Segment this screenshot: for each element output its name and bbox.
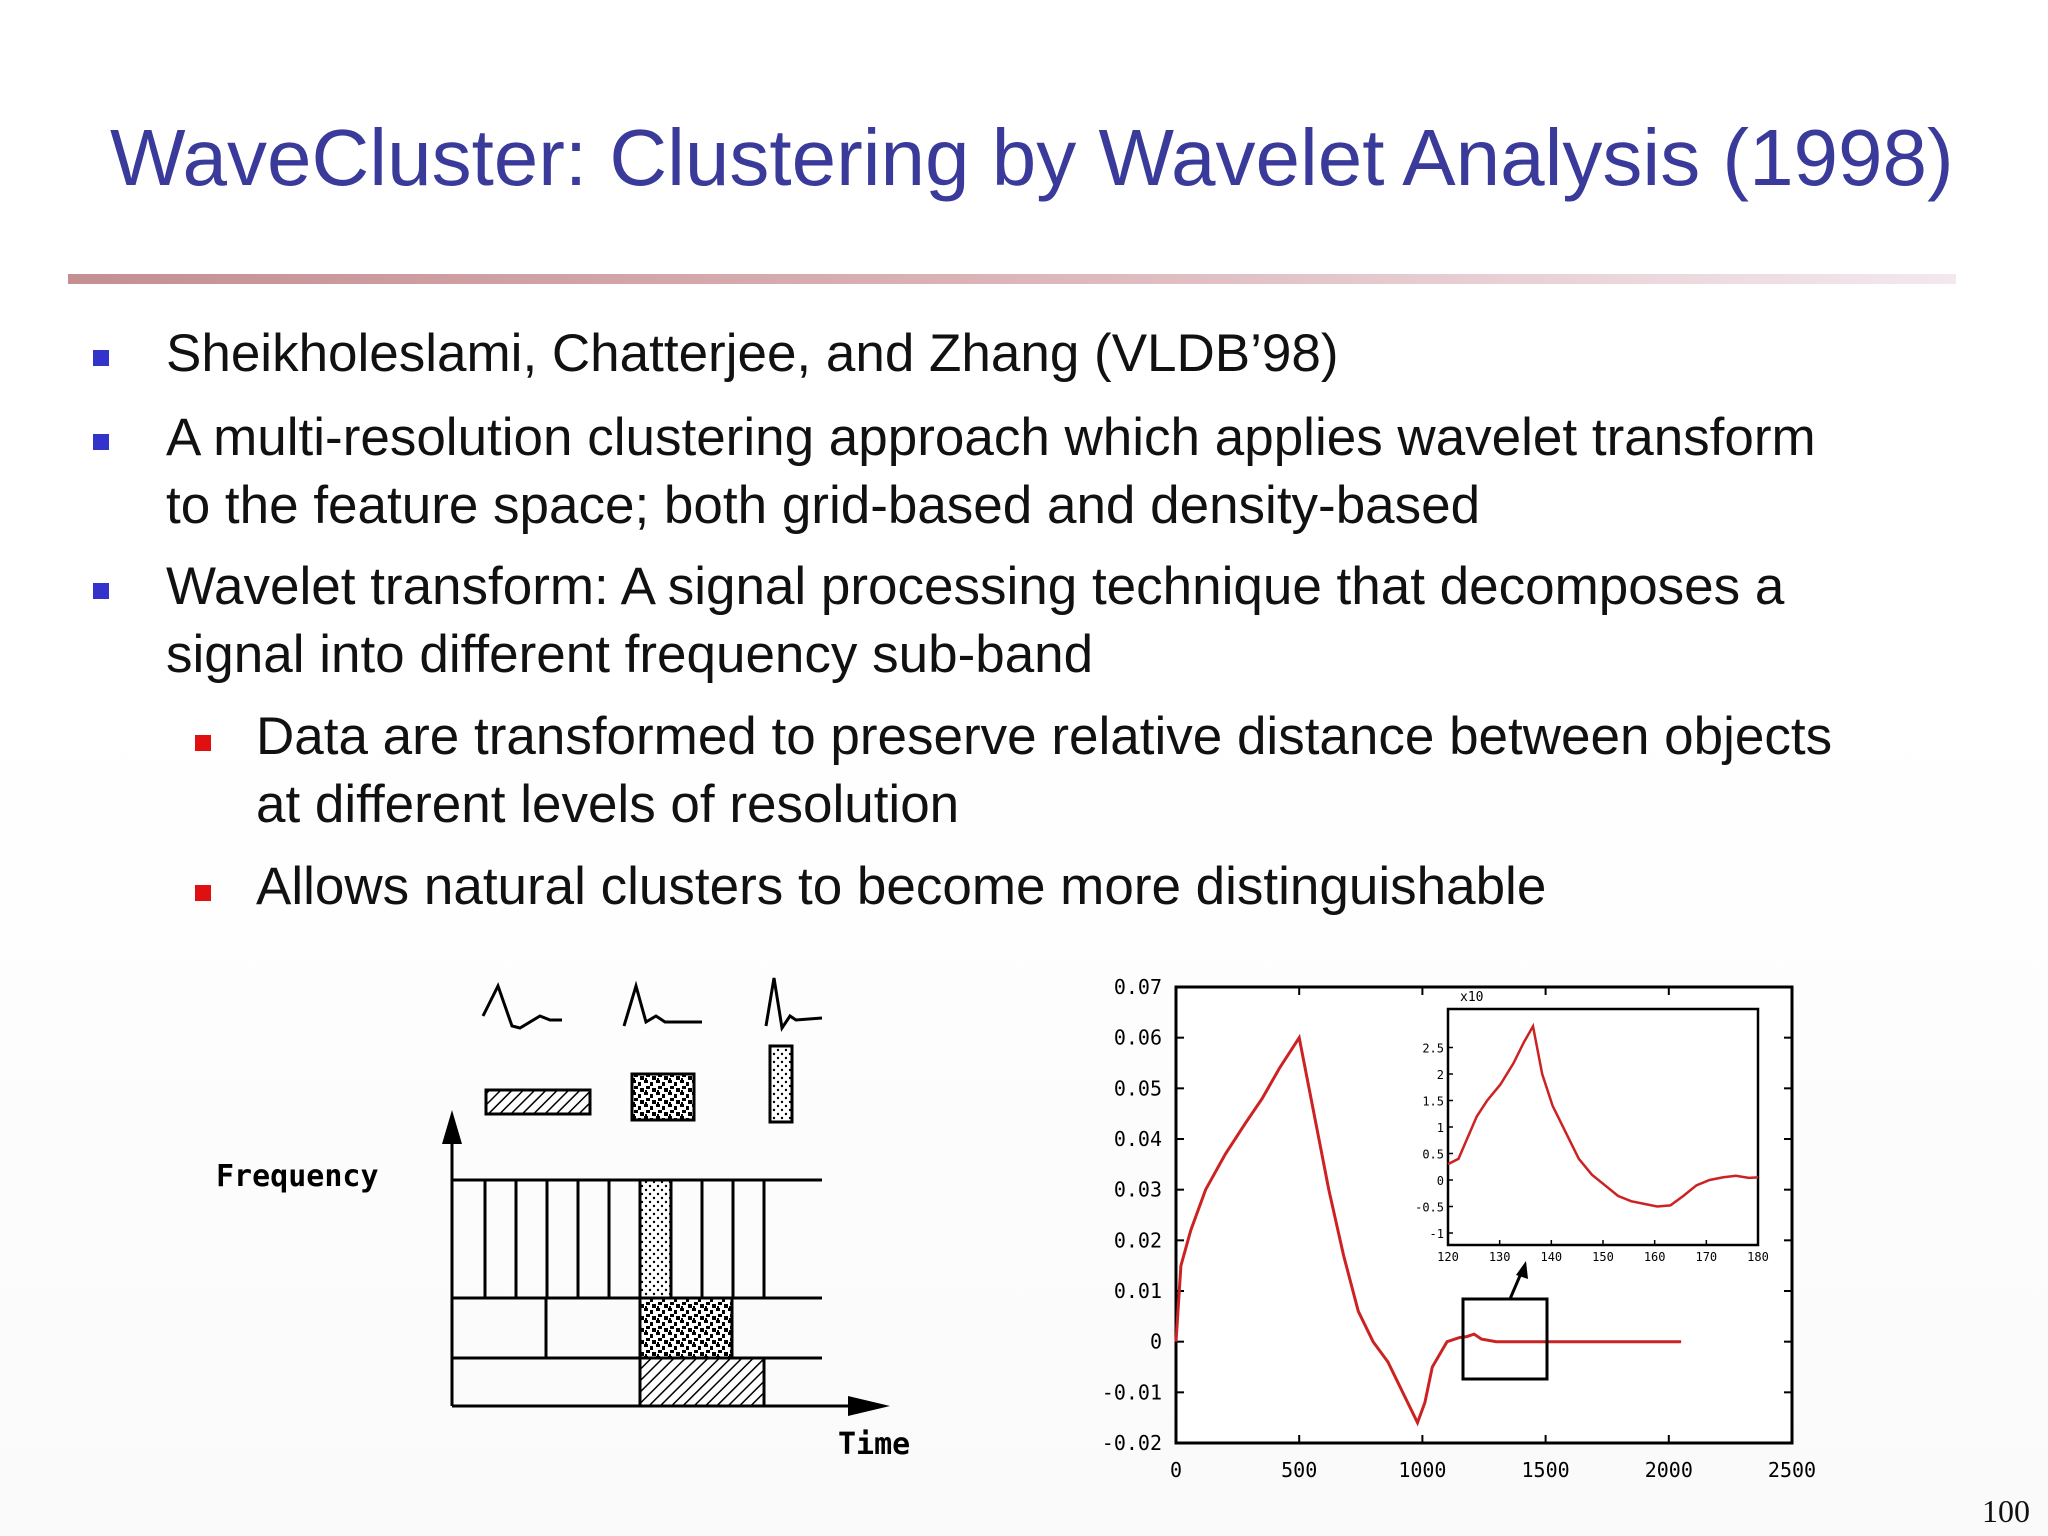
inset-frame <box>1446 1007 1760 1247</box>
slide-title: WaveCluster: Clustering by Wavelet Analy… <box>110 113 1954 202</box>
time-frequency-diagram: Frequency Time <box>216 977 910 1462</box>
bullet-3-line-2: signal into different frequency sub-band <box>166 625 1094 684</box>
sub-bullet-marker <box>195 735 211 751</box>
bullet-marker <box>93 583 109 599</box>
bullet-3: Wavelet transform: A signal processing t… <box>166 553 1784 689</box>
inset-y-tick-label: 1 <box>1437 1121 1444 1135</box>
tile-dotted <box>768 1044 794 1124</box>
bullet-1: Sheikholeslami, Chatterjee, and Zhang (V… <box>166 320 1339 388</box>
time-axis-arrow <box>848 1396 890 1416</box>
grid-cell-blobbed <box>638 1296 734 1360</box>
x-tick-label: 0 <box>1170 1458 1182 1482</box>
inset-x-tick-label: 180 <box>1747 1250 1769 1264</box>
sub-bullet-1-line-1: Data are transformed to preserve relativ… <box>256 707 1833 766</box>
bullet-2: A multi-resolution clustering approach w… <box>166 404 1816 540</box>
y-tick-label: 0 <box>1150 1330 1162 1354</box>
wavelet-narrow-shape <box>764 977 823 1033</box>
y-tick-label: 0.01 <box>1114 1279 1162 1303</box>
inset-y-tick-label: -1 <box>1430 1227 1444 1241</box>
sub-bullet-2-line-1: Allows natural clusters to become more d… <box>256 857 1547 916</box>
frequency-axis-arrow <box>442 1110 462 1144</box>
inset-y-tick-label: 0.5 <box>1422 1148 1444 1162</box>
frequency-label: Frequency <box>216 1159 379 1194</box>
x-tick-label: 2500 <box>1768 1458 1816 1482</box>
x-tick-label: 1500 <box>1522 1458 1570 1482</box>
sub-bullet-marker <box>195 885 211 901</box>
sub-bullet-2: Allows natural clusters to become more d… <box>256 853 1546 921</box>
y-tick-label: -0.01 <box>1102 1380 1162 1404</box>
bullet-marker <box>93 434 109 450</box>
y-tick-label: 0.02 <box>1114 1228 1162 1252</box>
inset-exponent-label: x10 <box>1460 990 1483 1005</box>
x-tick-label: 2000 <box>1645 1458 1693 1482</box>
y-tick-label: 0.04 <box>1114 1127 1162 1151</box>
inset-x-tick-label: 170 <box>1695 1250 1717 1264</box>
bullet-1-line-1: Sheikholeslami, Chatterjee, and Zhang (V… <box>166 324 1339 383</box>
wavelet-wide-shape <box>481 982 562 1030</box>
top-row-dividers <box>483 1180 766 1298</box>
time-label: Time <box>838 1427 910 1462</box>
zoom-box <box>1461 1297 1549 1381</box>
inset-y-tick-label: 1.5 <box>1422 1095 1444 1109</box>
page-number: 100 <box>1982 1493 2030 1529</box>
inset-y-tick-label: 2 <box>1437 1068 1444 1082</box>
x-tick-label: 1000 <box>1398 1458 1446 1482</box>
bullet-2-line-2: to the feature space; both grid-based an… <box>166 476 1481 535</box>
signal-line <box>1174 1033 1682 1427</box>
zoom-connector-arrow <box>1516 1261 1528 1279</box>
inset-x-tick-label: 130 <box>1489 1250 1511 1264</box>
tile-blobbed <box>630 1072 696 1122</box>
sub-bullet-1: Data are transformed to preserve relativ… <box>256 703 1832 839</box>
inset-y-tick-label: 0 <box>1437 1174 1444 1188</box>
wavelet-medium-shape <box>622 980 702 1027</box>
bullet-marker <box>93 350 109 366</box>
grid-cell-hatched <box>638 1356 766 1408</box>
grid-cell-dotted <box>638 1178 673 1300</box>
inset-x-tick-label: 120 <box>1437 1250 1459 1264</box>
inset-x-tick-label: 150 <box>1592 1250 1614 1264</box>
inset-x-tick-label: 140 <box>1540 1250 1562 1264</box>
y-tick-label: 0.03 <box>1114 1178 1162 1202</box>
title-divider <box>68 274 1956 284</box>
y-tick-label: 0.06 <box>1114 1026 1162 1050</box>
tile-hatched <box>484 1088 592 1116</box>
inset-signal-line <box>1447 1022 1759 1208</box>
sub-bullet-1-line-2: at different levels of resolution <box>256 775 960 834</box>
y-tick-label: -0.02 <box>1102 1431 1162 1455</box>
x-tick-label: 500 <box>1281 1458 1317 1482</box>
bullet-2-line-1: A multi-resolution clustering approach w… <box>166 408 1816 467</box>
inset-y-tick-label: -0.5 <box>1415 1201 1444 1215</box>
inset-x-tick-label: 160 <box>1644 1250 1666 1264</box>
y-tick-label: 0.07 <box>1114 975 1162 999</box>
inset-y-tick-label: 2.5 <box>1422 1042 1444 1056</box>
y-tick-label: 0.05 <box>1114 1076 1162 1100</box>
bullet-3-line-1: Wavelet transform: A signal processing t… <box>166 557 1785 616</box>
signal-line-chart: 0.070.060.050.040.030.020.010-0.01-0.02 … <box>1102 975 1816 1482</box>
